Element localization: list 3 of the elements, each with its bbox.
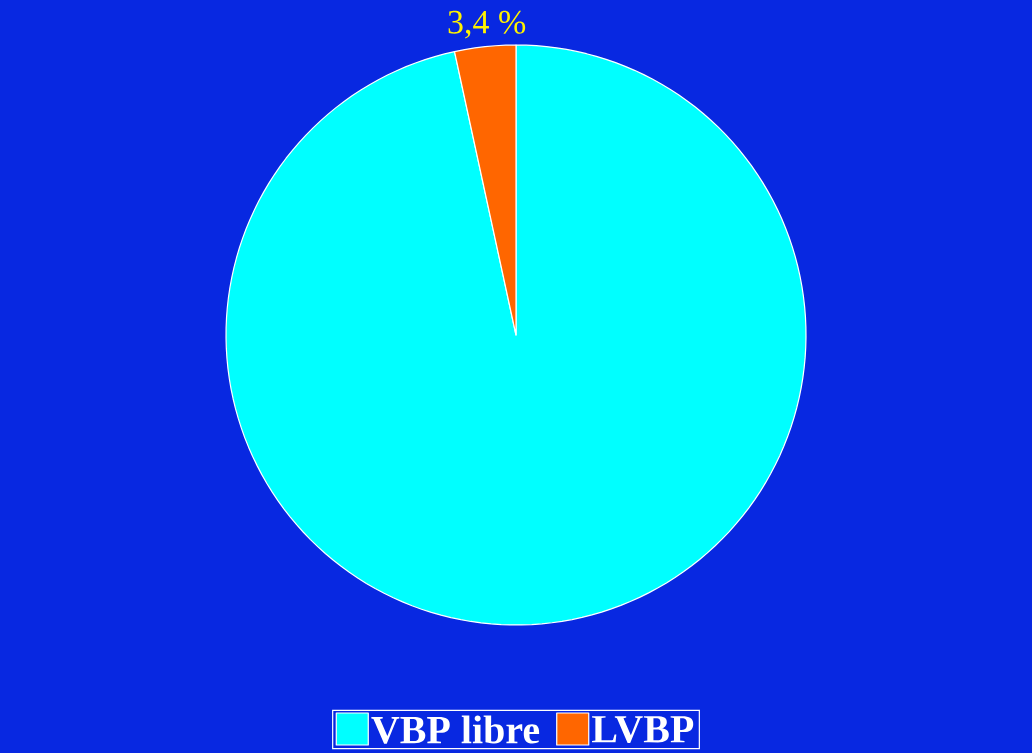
data-label: 3,4 % (448, 10, 526, 39)
legend-label: VBP libre (371, 715, 540, 744)
legend-label: LVBP (592, 716, 694, 743)
